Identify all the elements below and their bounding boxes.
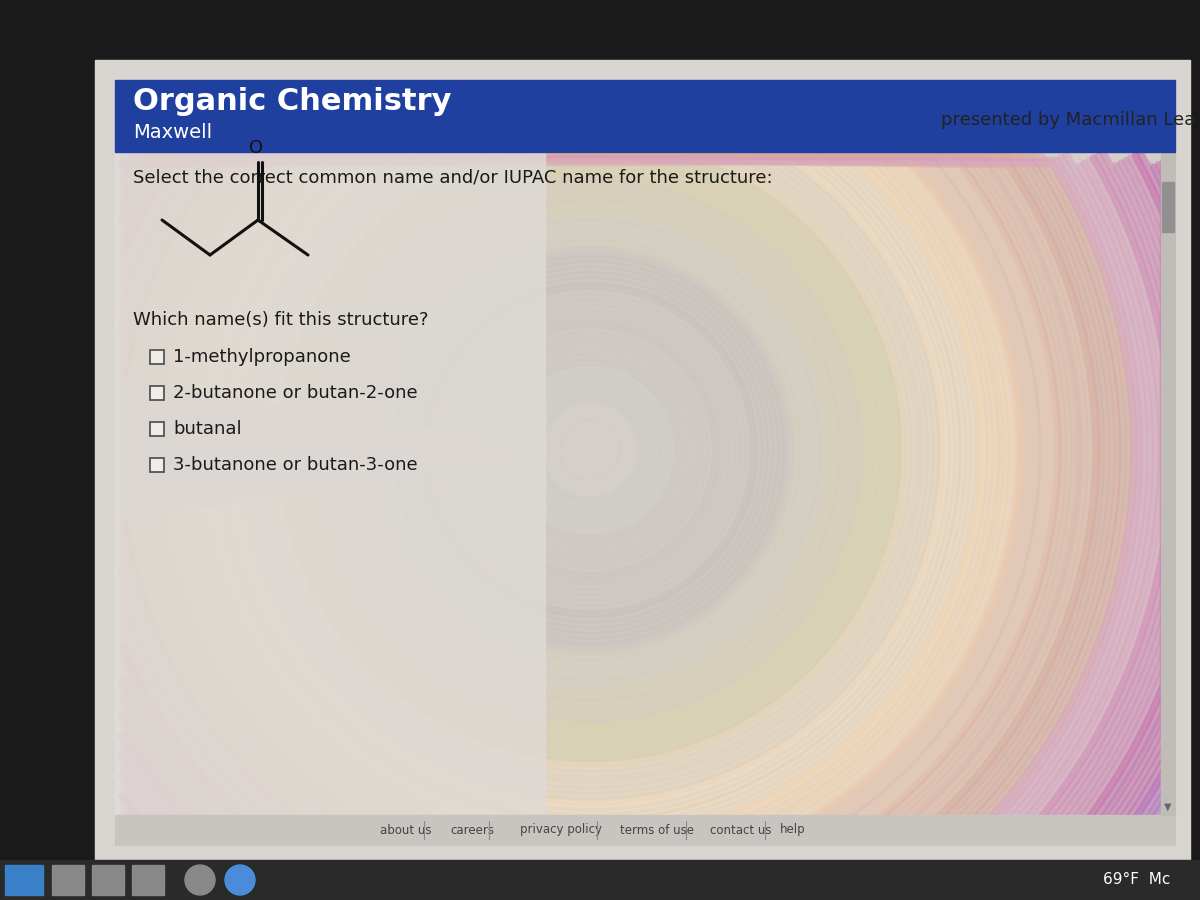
Bar bbox=[1162, 152, 1175, 815]
Bar bbox=[150, 350, 164, 364]
Text: ▼: ▼ bbox=[1164, 802, 1171, 812]
Text: careers: careers bbox=[450, 824, 494, 836]
Text: Maxwell: Maxwell bbox=[133, 122, 212, 141]
Text: about us: about us bbox=[380, 824, 432, 836]
Bar bbox=[115, 80, 1175, 152]
Circle shape bbox=[185, 865, 215, 895]
Bar bbox=[52, 865, 84, 895]
Bar bbox=[115, 815, 1175, 845]
Text: O: O bbox=[248, 139, 263, 157]
Bar bbox=[150, 458, 164, 472]
Bar bbox=[150, 422, 164, 436]
Text: contact us: contact us bbox=[710, 824, 772, 836]
Bar bbox=[92, 865, 124, 895]
Bar bbox=[150, 386, 164, 400]
Text: help: help bbox=[780, 824, 805, 836]
Text: 3-butanone or butan-3-one: 3-butanone or butan-3-one bbox=[173, 456, 418, 474]
Text: 2-butanone or butan-2-one: 2-butanone or butan-2-one bbox=[173, 384, 418, 402]
Circle shape bbox=[226, 865, 256, 895]
Text: butanal: butanal bbox=[173, 420, 241, 438]
Text: 69°F  Mc: 69°F Mc bbox=[1103, 872, 1170, 887]
Text: Select the correct common name and/or IUPAC name for the structure:: Select the correct common name and/or IU… bbox=[133, 168, 773, 186]
Bar bbox=[95, 60, 1190, 860]
Bar bbox=[5, 865, 43, 895]
Text: privacy policy: privacy policy bbox=[520, 824, 602, 836]
Bar bbox=[132, 865, 164, 895]
Bar bbox=[0, 860, 1200, 900]
Bar bbox=[120, 152, 1170, 840]
Text: Which name(s) fit this structure?: Which name(s) fit this structure? bbox=[133, 311, 428, 329]
Text: presented by Macmillan Lea: presented by Macmillan Lea bbox=[941, 111, 1195, 129]
Bar bbox=[1162, 182, 1174, 232]
Text: 1-methylpropanone: 1-methylpropanone bbox=[173, 348, 350, 366]
Text: Organic Chemistry: Organic Chemistry bbox=[133, 87, 451, 116]
Bar bbox=[115, 80, 1175, 845]
Bar bbox=[115, 152, 545, 845]
Text: terms of use: terms of use bbox=[620, 824, 694, 836]
